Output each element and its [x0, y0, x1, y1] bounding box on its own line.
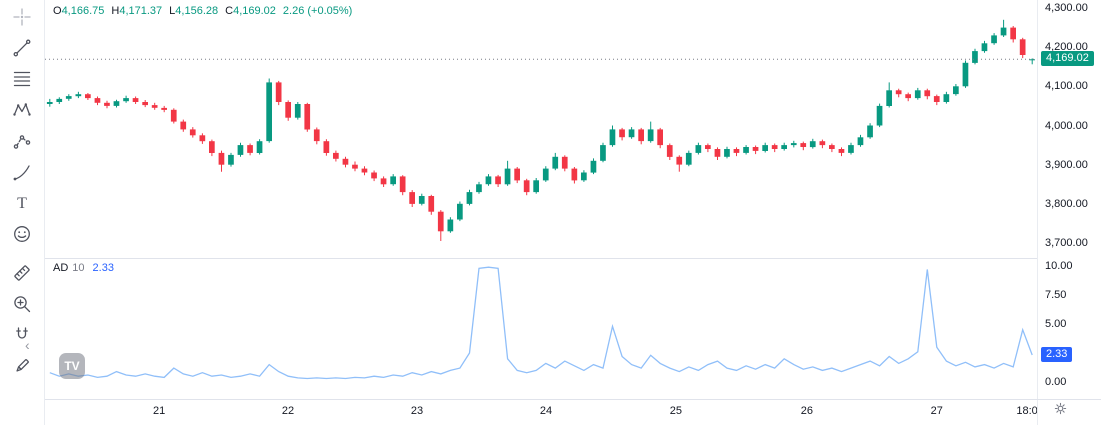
brush-tool-button[interactable]	[7, 158, 37, 185]
xabcd-pattern-tool-button[interactable]	[7, 96, 37, 123]
xabcd-pattern-icon	[13, 102, 31, 116]
indicator-pane-canvas[interactable]	[45, 259, 1037, 399]
open-value: 4,166.75	[61, 5, 105, 17]
trend-line-icon	[13, 39, 31, 56]
crosshair-icon	[13, 7, 31, 26]
time-tick-label: 23	[410, 405, 424, 417]
time-axis-line	[45, 399, 1101, 400]
indicator-tick-label: 0.00	[1045, 376, 1067, 388]
fib-retracement-icon	[13, 71, 31, 86]
price-tick-label: 4,000.00	[1045, 119, 1088, 132]
close-value: 4,169.02	[233, 5, 276, 17]
scroll-left-button[interactable]: ‹	[25, 337, 30, 353]
right-axis[interactable]: 4,300.00 4,200.00 4,100.00 4,000.00 3,900.00…	[1037, 0, 1101, 425]
ruler-icon	[14, 264, 30, 281]
indicator-value: 2.33	[92, 262, 114, 274]
price-tick-label: 3,800.00	[1045, 197, 1088, 210]
time-tick-label: 22	[281, 405, 295, 417]
settings-icon	[1054, 402, 1067, 415]
fib-retracement-tool-button[interactable]	[7, 65, 37, 92]
drawing-toolbar: T	[0, 0, 45, 425]
current-price-badge: 4,169.02	[1041, 51, 1094, 67]
pane-separator[interactable]	[45, 258, 1037, 259]
axis-settings-button[interactable]	[1054, 402, 1067, 420]
tradingview-logo[interactable]: TV	[59, 353, 85, 379]
time-tick-label: 27	[930, 405, 943, 417]
brush-icon	[13, 164, 30, 180]
emoji-icon	[14, 225, 30, 242]
time-tick-label: 21	[152, 405, 166, 417]
svg-text:T: T	[17, 195, 27, 212]
indicator-tick-label: 5.00	[1045, 318, 1067, 330]
forecast-icon	[13, 134, 31, 149]
indicator-name: AD	[53, 262, 69, 274]
forecast-tool-button[interactable]	[7, 127, 37, 154]
indicator-tick-label: 10.00	[1045, 260, 1073, 272]
pencil-lock-icon	[16, 358, 29, 372]
indicator-legend[interactable]: AD 10 2.33	[53, 262, 114, 274]
price-pane-canvas[interactable]	[45, 0, 1037, 258]
measure-tool-button[interactable]	[7, 259, 37, 286]
low-label: L	[169, 5, 176, 17]
indicator-value-badge: 2.33	[1041, 346, 1073, 362]
close-label: C	[225, 5, 234, 17]
open-label: O	[53, 5, 62, 17]
low-value: 4,156.28	[175, 5, 219, 17]
drawing-lock-tool-button[interactable]	[7, 352, 37, 379]
price-tick-label: 4,300.00	[1045, 2, 1088, 14]
zoom-in-tool-button[interactable]	[7, 290, 37, 317]
magnet-icon	[16, 326, 28, 339]
price-tick-label: 3,700.00	[1045, 237, 1088, 249]
indicator-tick-label: 7.50	[1045, 289, 1067, 301]
high-label: H	[111, 5, 120, 17]
ohlc-legend: O4,166.75 H4,171.37 L4,156.28 C4,169.02 2.26…	[53, 5, 352, 17]
trend-line-tool-button[interactable]	[7, 34, 37, 61]
change-value: 2.26 (+0.05%)	[282, 5, 353, 17]
indicator-param: 10	[72, 262, 85, 274]
emoji-tool-button[interactable]	[7, 220, 37, 247]
time-axis[interactable]: 21 22 23 24 25 26 27 18:0	[45, 399, 1037, 425]
crosshair-tool-button[interactable]	[7, 3, 37, 30]
price-tick-label: 3,900.00	[1045, 158, 1088, 171]
time-tick-label: 25	[669, 405, 683, 417]
chart-panes: O4,166.75 H4,171.37 L4,156.28 C4,169.02 2.26…	[45, 0, 1037, 399]
price-tick-label: 4,200.00	[1045, 41, 1088, 54]
text-tool-button[interactable]: T	[7, 189, 37, 216]
high-value: 4,171.37	[119, 5, 163, 17]
time-tick-label: 26	[800, 405, 814, 417]
time-tick-label: 18:0	[1016, 405, 1037, 417]
price-tick-label: 4,100.00	[1045, 80, 1088, 93]
magnet-tool-button[interactable]	[7, 321, 37, 348]
zoom-in-icon	[14, 295, 31, 312]
time-tick-label: 24	[539, 405, 553, 417]
text-icon: T	[17, 195, 27, 212]
